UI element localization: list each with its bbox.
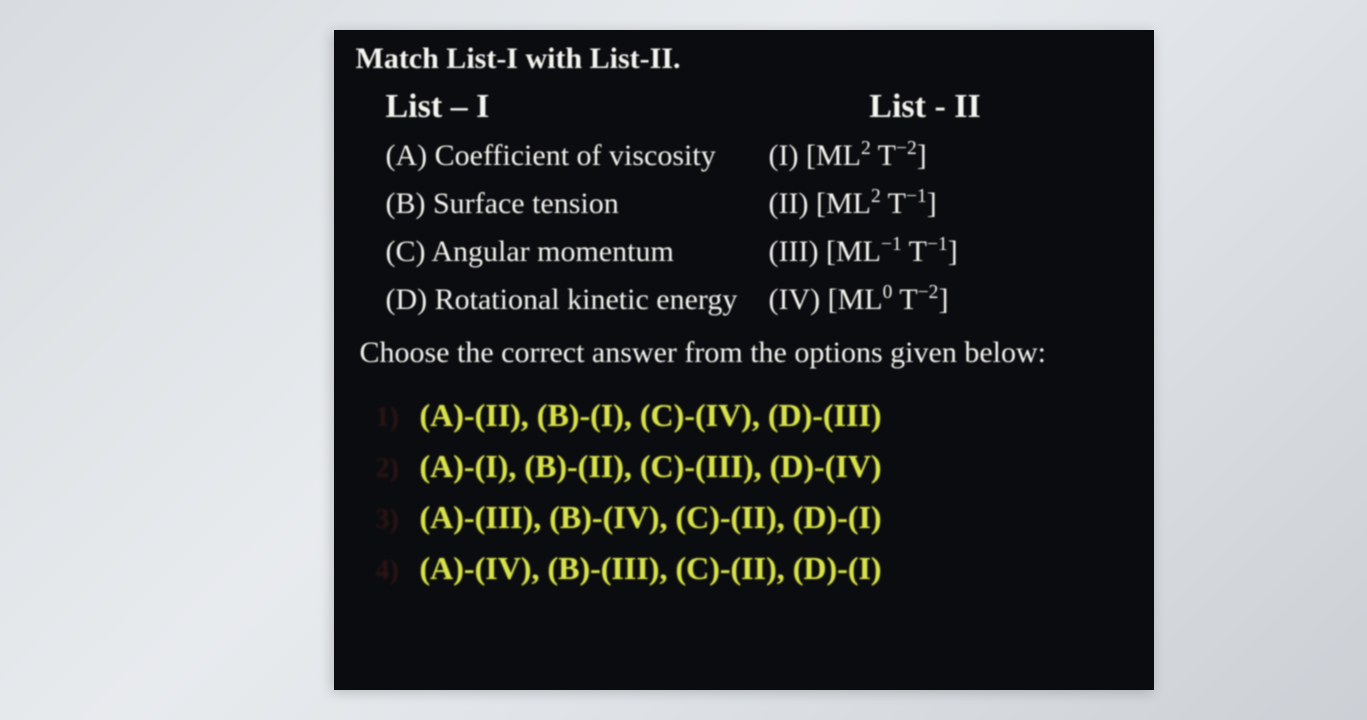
match-heading: Match List-I with List-II.: [356, 42, 1132, 76]
question-board: Match List-I with List-II. List – I (A) …: [334, 30, 1154, 690]
option-2-text: (A)-(I), (B)-(II), (C)-(III), (D)-(IV): [420, 448, 882, 485]
list-2-item-ii: (II) [ML2 T−1]: [759, 180, 1132, 228]
dim-ii-post: ]: [927, 187, 937, 220]
list-1-title: List – I: [386, 88, 759, 126]
dim-iv-pre: (IV) [ML: [769, 283, 883, 316]
dim-ii-sup1: 2: [871, 186, 881, 207]
list-2-column: List - II (I) [ML2 T−2] (II) [ML2 T−1] (…: [759, 88, 1132, 324]
dim-i-mid: T: [871, 139, 896, 172]
dim-i-sup1: 2: [861, 138, 871, 159]
option-1[interactable]: 1) (A)-(II), (B)-(I), (C)-(IV), (D)-(III…: [376, 397, 1132, 434]
list-2-item-i: (I) [ML2 T−2]: [759, 132, 1132, 180]
matching-lists: List – I (A) Coefficient of viscosity (B…: [386, 88, 1132, 324]
dim-iv-sup2: −2: [918, 282, 939, 303]
option-2-number: 2): [376, 453, 420, 485]
dim-iii-sup1: −1: [881, 234, 902, 255]
option-1-number: 1): [376, 402, 420, 434]
option-3[interactable]: 3) (A)-(III), (B)-(IV), (C)-(II), (D)-(I…: [376, 499, 1132, 536]
dim-iv-mid: T: [892, 283, 917, 316]
list-2-title: List - II: [759, 88, 1132, 126]
dim-i-sup2: −2: [896, 138, 917, 159]
dim-iv-sup1: 0: [883, 282, 893, 303]
option-1-text: (A)-(II), (B)-(I), (C)-(IV), (D)-(III): [420, 397, 882, 434]
dim-iii-pre: (III) [ML: [769, 235, 881, 268]
dim-ii-pre: (II) [ML: [769, 187, 871, 220]
option-4[interactable]: 4) (A)-(IV), (B)-(III), (C)-(II), (D)-(I…: [376, 550, 1132, 587]
dim-iv-post: ]: [938, 283, 948, 316]
option-4-number: 4): [376, 555, 420, 587]
dim-i-pre: (I) [ML: [769, 139, 861, 172]
choose-instruction: Choose the correct answer from the optio…: [360, 330, 1132, 375]
answer-options: 1) (A)-(II), (B)-(I), (C)-(IV), (D)-(III…: [376, 397, 1132, 587]
list-1-column: List – I (A) Coefficient of viscosity (B…: [386, 88, 759, 324]
dim-ii-mid: T: [881, 187, 906, 220]
dim-iii-post: ]: [948, 235, 958, 268]
list-1-item-b: (B) Surface tension: [386, 180, 759, 228]
dim-i-post: ]: [917, 139, 927, 172]
list-1-item-a: (A) Coefficient of viscosity: [386, 132, 759, 180]
option-2[interactable]: 2) (A)-(I), (B)-(II), (C)-(III), (D)-(IV…: [376, 448, 1132, 485]
list-1-item-c: (C) Angular momentum: [386, 228, 759, 276]
dim-ii-sup2: −1: [906, 186, 927, 207]
list-1-item-d: (D) Rotational kinetic energy: [386, 276, 759, 324]
dim-iii-mid: T: [902, 235, 927, 268]
list-2-item-iv: (IV) [ML0 T−2]: [759, 276, 1132, 324]
option-3-text: (A)-(III), (B)-(IV), (C)-(II), (D)-(I): [420, 499, 882, 536]
option-4-text: (A)-(IV), (B)-(III), (C)-(II), (D)-(I): [420, 550, 882, 587]
list-2-item-iii: (III) [ML−1 T−1]: [759, 228, 1132, 276]
dim-iii-sup2: −1: [927, 234, 948, 255]
option-3-number: 3): [376, 504, 420, 536]
